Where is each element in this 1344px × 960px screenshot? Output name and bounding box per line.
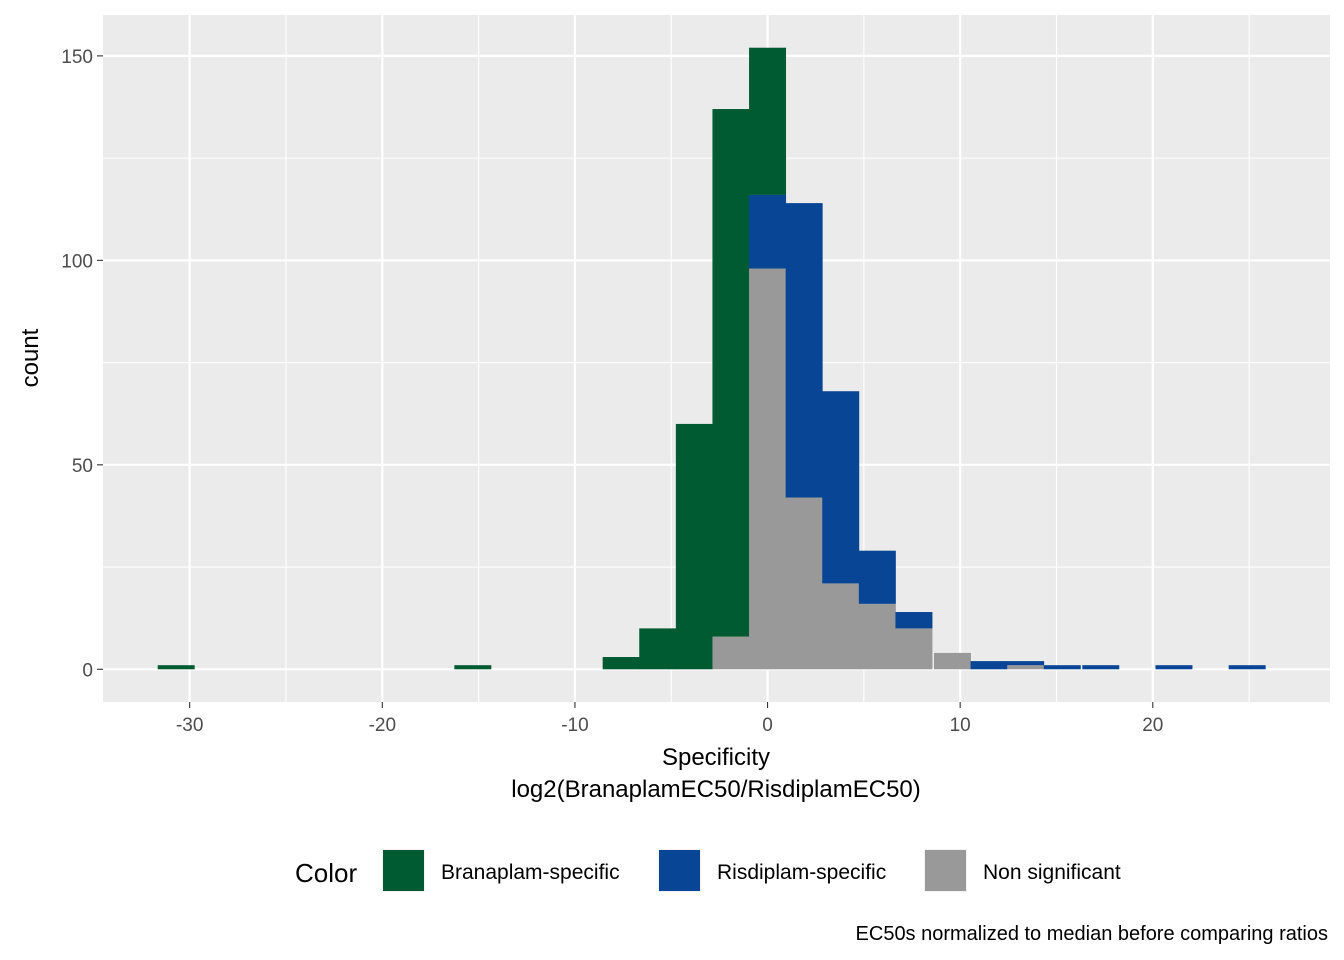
legend-swatch-non-significant — [925, 850, 966, 891]
bar-non-significant — [1007, 665, 1045, 670]
bar-non-significant — [785, 497, 823, 670]
x-axis-ticks: -30 -20 -10 0 10 20 — [176, 702, 1163, 736]
bar-non-significant — [822, 583, 860, 670]
y-axis-ticks: 0 50 100 150 — [61, 47, 103, 681]
histogram-bars — [157, 47, 1266, 670]
bar-risdiplam-specific — [858, 550, 896, 604]
y-tick-label: 50 — [72, 456, 93, 477]
bar-risdiplam-specific — [785, 203, 823, 498]
major-gridlines — [103, 15, 1330, 702]
bar-branaplam-specific — [602, 657, 640, 670]
legend-label-risdiplam-specific: Risdiplam-specific — [717, 861, 886, 884]
x-tick-label: -30 — [176, 715, 203, 736]
bar-risdiplam-specific — [749, 194, 787, 269]
x-tick-label: -10 — [561, 715, 588, 736]
bar-branaplam-specific — [639, 628, 677, 670]
y-tick-label: 150 — [61, 47, 93, 68]
y-axis-title: count — [17, 328, 44, 387]
x-axis-title-line2: log2(BranaplamEC50/RisdiplamEC50) — [511, 776, 921, 803]
bar-branaplam-specific — [454, 665, 492, 670]
bar-branaplam-specific — [157, 665, 195, 670]
bar-branaplam-specific — [749, 47, 787, 195]
caption: EC50s normalized to median before compar… — [856, 923, 1328, 945]
bar-risdiplam-specific — [1043, 665, 1081, 670]
legend-title: Color — [295, 858, 357, 888]
minor-gridlines — [103, 15, 1330, 702]
legend-swatch-branaplam-specific — [383, 850, 424, 891]
x-tick-label: 0 — [762, 715, 773, 736]
bar-risdiplam-specific — [1155, 665, 1193, 670]
bar-branaplam-specific — [675, 423, 713, 670]
bar-risdiplam-specific — [1007, 661, 1045, 666]
bar-non-significant — [858, 603, 896, 670]
x-tick-label: 20 — [1142, 715, 1163, 736]
legend-label-non-significant: Non significant — [983, 861, 1121, 884]
bar-risdiplam-specific — [970, 661, 1008, 670]
y-tick-label: 100 — [61, 251, 93, 272]
legend-swatch-risdiplam-specific — [659, 850, 700, 891]
y-tick-label: 0 — [82, 660, 93, 681]
bar-branaplam-specific — [712, 109, 750, 637]
bar-non-significant — [749, 268, 787, 670]
bar-risdiplam-specific — [822, 391, 860, 584]
bar-non-significant — [712, 636, 750, 670]
legend: Color Branaplam-specific Risdiplam-specif… — [295, 849, 1121, 892]
x-tick-label: 10 — [950, 715, 971, 736]
x-tick-label: -20 — [369, 715, 396, 736]
bar-risdiplam-specific — [895, 612, 933, 629]
bar-non-significant — [895, 628, 933, 670]
x-axis-title-line1: Specificity — [662, 744, 770, 771]
bar-non-significant — [933, 652, 971, 670]
bar-risdiplam-specific — [1228, 665, 1266, 670]
legend-label-branaplam-specific: Branaplam-specific — [441, 861, 620, 884]
bar-risdiplam-specific — [1082, 665, 1120, 670]
